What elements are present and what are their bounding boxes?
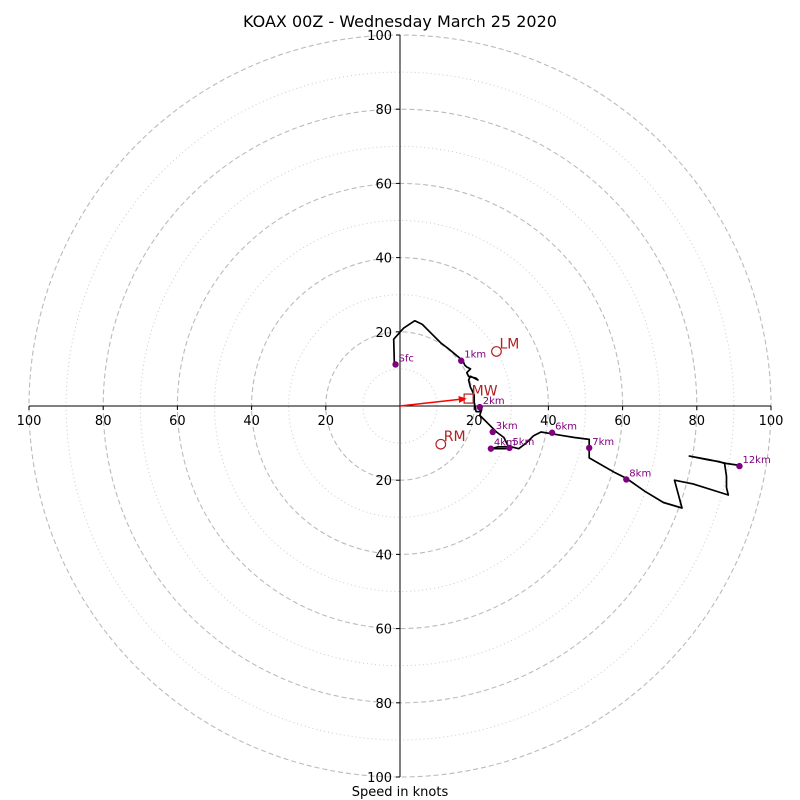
mean-wind-arrow <box>399 398 464 407</box>
x-tick-label: 20 <box>318 414 335 429</box>
height-label-6km: 6km <box>555 422 577 433</box>
x-tick-label: 20 <box>466 414 483 429</box>
y-tick-label: 20 <box>375 326 392 341</box>
height-label-Sfc: Sfc <box>399 353 414 364</box>
hodograph-trace-layer <box>392 319 740 509</box>
hodograph-trace <box>392 319 740 509</box>
y-tick-label: 80 <box>375 697 392 712</box>
axis-tick-labels: 20 40 60 80 100 20 40 60 80 100 20 40 60 80 100 20 40 60 8… <box>17 29 784 786</box>
height-marker-12km <box>736 462 743 470</box>
x-tick-label: 80 <box>95 414 112 429</box>
height-marker-3km <box>489 428 496 436</box>
height-label-7km: 7km <box>592 437 614 448</box>
storm-motion-label-MW: MW <box>472 384 498 400</box>
y-tick-label: 40 <box>375 548 392 563</box>
x-axis-label: Speed in knots <box>352 785 449 800</box>
x-tick-label: 60 <box>169 414 186 429</box>
storm-motion-marker-MW <box>463 393 474 404</box>
height-label-8km: 8km <box>629 468 651 479</box>
height-marker-5km <box>506 444 513 452</box>
height-marker-2km <box>476 403 483 411</box>
y-tick-label: 100 <box>367 29 392 44</box>
y-tick-label: 20 <box>375 474 392 489</box>
height-label-1km: 1km <box>464 350 486 361</box>
storm-motion-markers: LM RM MW <box>435 336 519 450</box>
mean-wind-arrowhead <box>458 395 467 403</box>
y-tick-label: 60 <box>375 177 392 192</box>
x-tick-label: 80 <box>689 414 706 429</box>
x-tick-label: 100 <box>17 414 42 429</box>
x-tick-label: 40 <box>243 414 260 429</box>
y-tick-label: 60 <box>375 623 392 638</box>
height-label-12km: 12km <box>742 455 770 466</box>
y-tick-label: 100 <box>367 771 392 786</box>
height-marker-Sfc <box>392 361 399 368</box>
x-tick-label: 100 <box>759 414 784 429</box>
height-marker-8km <box>623 476 630 483</box>
chart-title: KOAX 00Z - Wednesday March 25 2020 <box>243 12 557 31</box>
x-tick-label: 60 <box>614 414 631 429</box>
height-label-4km: 4km <box>494 438 516 449</box>
height-label-3km: 3km <box>496 421 518 432</box>
height-marker-6km <box>548 429 556 436</box>
height-marker-1km <box>458 357 465 364</box>
y-tick-label: 40 <box>375 252 392 267</box>
height-label-5km: 5km <box>512 437 534 448</box>
height-label-2km: 2km <box>483 396 505 407</box>
height-marker-4km <box>487 445 495 452</box>
storm-motion-label-LM: LM <box>499 336 519 352</box>
storm-motion-marker-LM <box>491 346 502 357</box>
storm-motion-label-RM: RM <box>444 429 466 445</box>
storm-motion-marker-RM <box>435 438 447 450</box>
y-tick-label: 80 <box>375 103 392 118</box>
x-tick-label: 40 <box>540 414 557 429</box>
height-marker-7km <box>586 444 593 452</box>
